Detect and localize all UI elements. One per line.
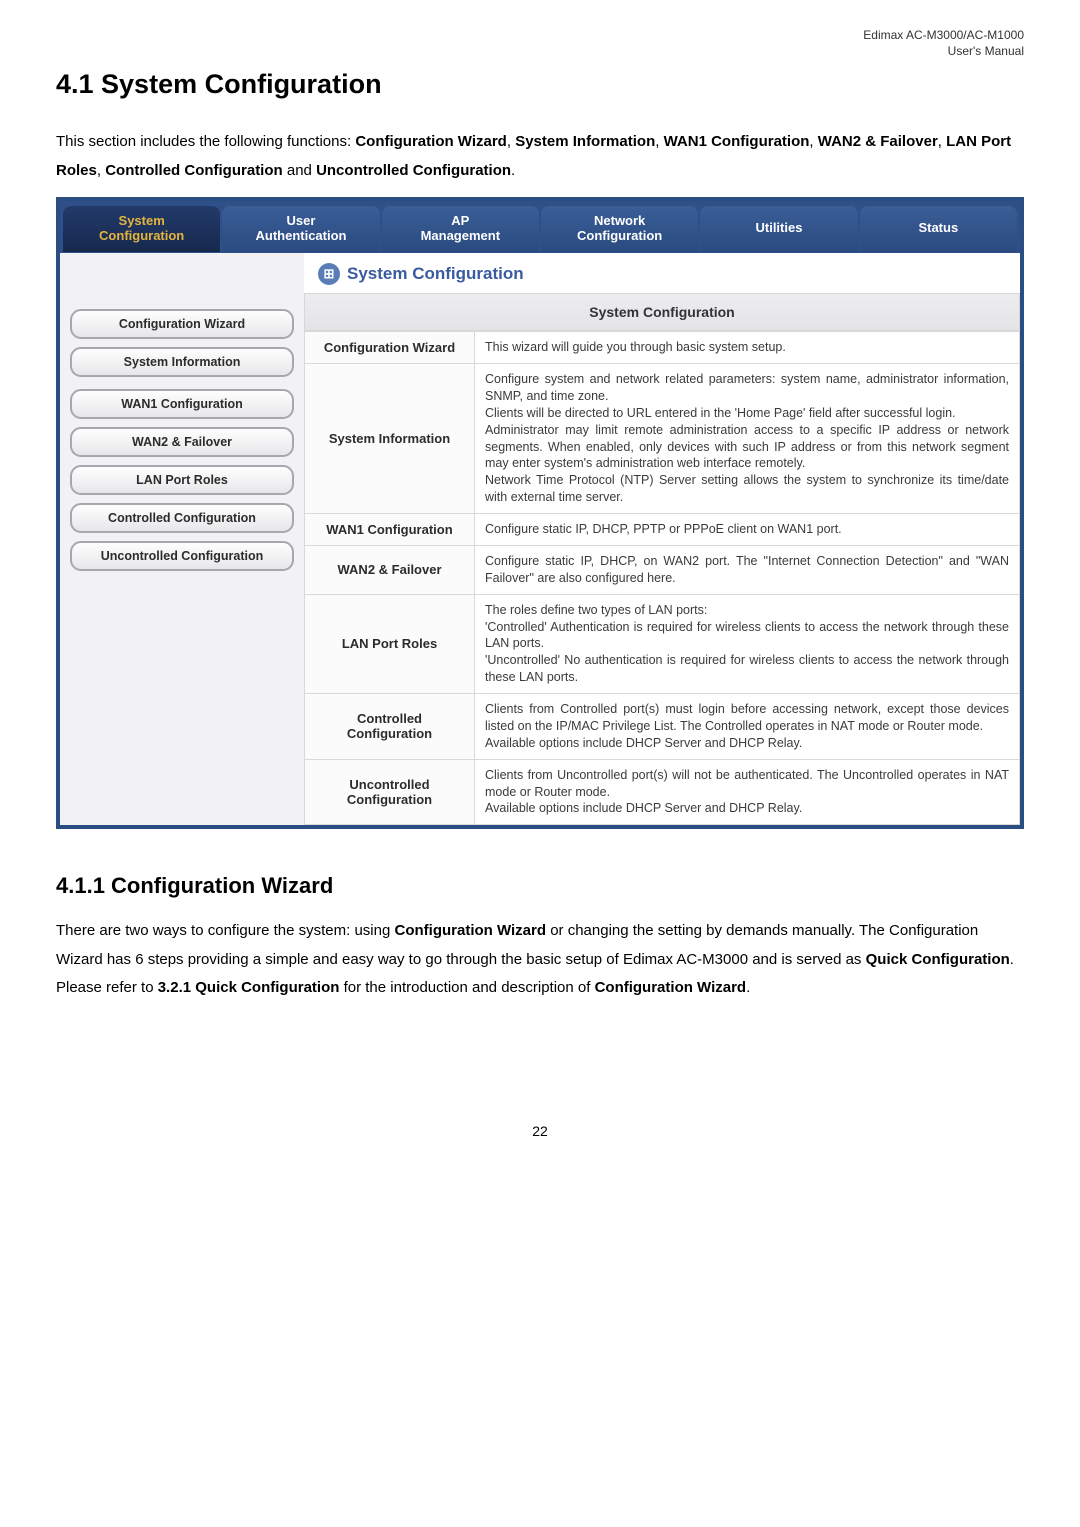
table-row: System Information Configure system and … bbox=[305, 364, 1020, 514]
sidebar-item-lan-port-roles[interactable]: LAN Port Roles bbox=[70, 465, 294, 495]
description-table: Configuration Wizard This wizard will gu… bbox=[304, 331, 1020, 825]
intro-b2: System Information bbox=[515, 133, 655, 150]
table-title: System Configuration bbox=[304, 293, 1020, 331]
row-label: Uncontrolled Configuration bbox=[305, 759, 475, 825]
sidebar-item-controlled-configuration[interactable]: Controlled Configuration bbox=[70, 503, 294, 533]
grid-icon: ⊞ bbox=[318, 263, 340, 285]
page-number: 22 bbox=[56, 1123, 1024, 1139]
table-row: Controlled Configuration Clients from Co… bbox=[305, 694, 1020, 760]
sidebar-item-system-information[interactable]: System Information bbox=[70, 347, 294, 377]
row-label: Configuration Wizard bbox=[305, 332, 475, 364]
row-body: Configure static IP, DHCP, PPTP or PPPoE… bbox=[475, 514, 1020, 546]
intro-text: This section includes the following func… bbox=[56, 133, 355, 150]
row-body: Clients from Controlled port(s) must log… bbox=[475, 694, 1020, 760]
row-label: LAN Port Roles bbox=[305, 594, 475, 693]
section-title: 4.1 System Configuration bbox=[56, 69, 1024, 100]
body-paragraph: There are two ways to configure the syst… bbox=[56, 917, 1024, 1003]
sidebar: Configuration Wizard System Information … bbox=[60, 253, 304, 825]
screenshot-body: Configuration Wizard System Information … bbox=[60, 253, 1020, 825]
panel-heading-text: System Configuration bbox=[347, 264, 524, 284]
tab-utilities[interactable]: Utilities bbox=[700, 206, 857, 252]
content-panel: ⊞ System Configuration System Configurat… bbox=[304, 253, 1020, 825]
bold-text: 3.2.1 Quick Configuration bbox=[158, 979, 340, 996]
tab-ap-management[interactable]: AP Management bbox=[382, 206, 539, 252]
table-row: WAN2 & Failover Configure static IP, DHC… bbox=[305, 545, 1020, 594]
row-label: System Information bbox=[305, 364, 475, 514]
sidebar-item-wan1-configuration[interactable]: WAN1 Configuration bbox=[70, 389, 294, 419]
intro-b4: WAN2 & Failover bbox=[818, 133, 938, 150]
tab-user-authentication[interactable]: User Authentication bbox=[222, 206, 379, 252]
doc-header: Edimax AC-M3000/AC-M1000 User's Manual bbox=[56, 28, 1024, 59]
table-row: Uncontrolled Configuration Clients from … bbox=[305, 759, 1020, 825]
tab-network-configuration[interactable]: Network Configuration bbox=[541, 206, 698, 252]
row-body: Configure system and network related par… bbox=[475, 364, 1020, 514]
screenshot-frame: System Configuration User Authentication… bbox=[56, 197, 1024, 829]
table-row: Configuration Wizard This wizard will gu… bbox=[305, 332, 1020, 364]
tab-system-configuration[interactable]: System Configuration bbox=[63, 206, 220, 252]
row-label: WAN2 & Failover bbox=[305, 545, 475, 594]
row-body: This wizard will guide you through basic… bbox=[475, 332, 1020, 364]
panel-heading: ⊞ System Configuration bbox=[304, 253, 1020, 293]
intro-b7: Uncontrolled Configuration bbox=[316, 162, 511, 179]
intro-b1: Configuration Wizard bbox=[355, 133, 507, 150]
table-row: LAN Port Roles The roles define two type… bbox=[305, 594, 1020, 693]
intro-b6: Controlled Configuration bbox=[105, 162, 282, 179]
row-body: The roles define two types of LAN ports:… bbox=[475, 594, 1020, 693]
sidebar-item-wan2-failover[interactable]: WAN2 & Failover bbox=[70, 427, 294, 457]
intro-paragraph: This section includes the following func… bbox=[56, 128, 1024, 185]
bold-text: Configuration Wizard bbox=[595, 979, 747, 996]
bold-text: Configuration Wizard bbox=[395, 922, 547, 939]
bold-text: Quick Configuration bbox=[866, 951, 1010, 968]
doc-header-line2: User's Manual bbox=[948, 44, 1024, 58]
intro-b3: WAN1 Configuration bbox=[664, 133, 810, 150]
doc-header-line1: Edimax AC-M3000/AC-M1000 bbox=[863, 28, 1024, 42]
row-label: Controlled Configuration bbox=[305, 694, 475, 760]
table-row: WAN1 Configuration Configure static IP, … bbox=[305, 514, 1020, 546]
row-label: WAN1 Configuration bbox=[305, 514, 475, 546]
sidebar-item-uncontrolled-configuration[interactable]: Uncontrolled Configuration bbox=[70, 541, 294, 571]
sidebar-item-configuration-wizard[interactable]: Configuration Wizard bbox=[70, 309, 294, 339]
subsection-title: 4.1.1 Configuration Wizard bbox=[56, 873, 1024, 899]
row-body: Configure static IP, DHCP, on WAN2 port.… bbox=[475, 545, 1020, 594]
row-body: Clients from Uncontrolled port(s) will n… bbox=[475, 759, 1020, 825]
tab-status[interactable]: Status bbox=[860, 206, 1017, 252]
main-tabs: System Configuration User Authentication… bbox=[60, 201, 1020, 253]
